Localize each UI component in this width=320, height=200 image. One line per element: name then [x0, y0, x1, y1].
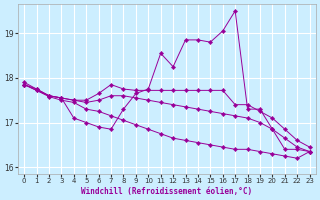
X-axis label: Windchill (Refroidissement éolien,°C): Windchill (Refroidissement éolien,°C): [81, 187, 252, 196]
